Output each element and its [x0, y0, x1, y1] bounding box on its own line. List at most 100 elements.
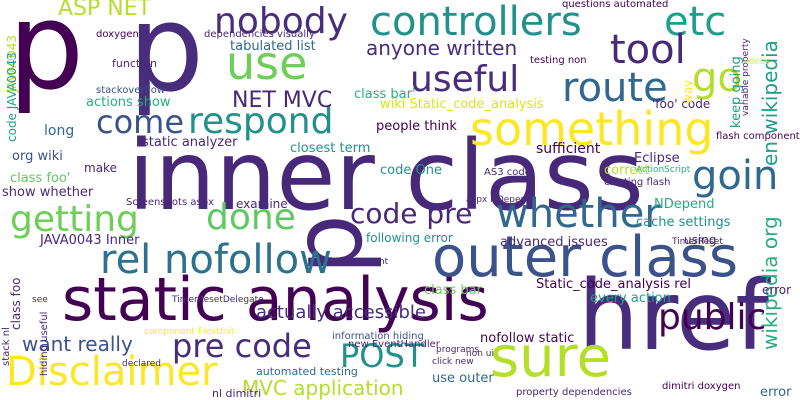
word-outer-class: outer class — [432, 225, 739, 290]
word-code-pre: code pre — [350, 197, 473, 230]
word-correct: correct — [604, 163, 650, 178]
word-sure: sure — [490, 325, 611, 390]
word-nl-dimitri: nl dimitri — [212, 387, 262, 400]
word-as3-code: AS3 code — [484, 167, 531, 178]
word-disclaimer: Disclaimer — [6, 349, 218, 395]
word-way: way — [681, 79, 695, 104]
word-programs: programs — [436, 345, 480, 355]
word-examine: examine — [236, 197, 288, 211]
word-see: see — [32, 295, 48, 305]
word-nobody: nobody — [214, 1, 348, 42]
word-property-dependencies: property dependencies — [516, 387, 632, 398]
word-ideas: ideas — [746, 57, 770, 67]
word-click-new: click new — [432, 357, 474, 367]
word-static-code-analysis-rel: Static_code_analysis rel — [536, 277, 691, 292]
word-mvc-application: MVC application — [242, 376, 404, 400]
word-post: POST — [340, 337, 425, 375]
word-want-really: want really — [22, 332, 133, 356]
word-actions-show: actions show — [86, 95, 171, 110]
word-tabulated-list: tabulated list — [230, 39, 316, 54]
word-code-java0043: code JAVA0043 — [5, 52, 19, 142]
word-declared: declared — [122, 359, 161, 369]
word-component-flexunit: component FlexUnit — [144, 327, 235, 337]
word-net-mvc: NET MVC — [232, 88, 333, 113]
word-timerreset: TimerReset — [672, 237, 723, 247]
word-screenshots-aspx: Screenshots aspx — [126, 197, 214, 208]
word-anyone-written: anyone written — [366, 36, 518, 60]
word-error: error — [762, 283, 792, 297]
word-static-analyzer: static analyzer — [142, 135, 238, 150]
word-flash-component: flash component — [716, 131, 800, 142]
word-existing-flash: existing flash — [604, 177, 671, 188]
word-wiki-static-code-analysis: wiki Static_code_analysis — [380, 97, 544, 112]
word-variable-property: variable property — [741, 38, 751, 116]
word-closest-term: closest term — [290, 141, 371, 156]
word-p-large: p — [8, 0, 85, 117]
word-code-one: code One — [380, 163, 442, 178]
word-cache-settings: cache settings — [636, 215, 731, 230]
word-people-think: people think — [376, 119, 457, 134]
word-done: done — [206, 197, 296, 238]
word-use-outer: use outer — [432, 371, 494, 386]
word-asp-net: ASP NET — [58, 0, 152, 21]
word-stackoverflow: stackoverflow — [96, 85, 166, 96]
word-long: long — [44, 123, 75, 139]
word-come: come — [96, 103, 185, 141]
word-rel-nofollow: rel nofollow — [100, 237, 332, 283]
word-go: go — [692, 55, 742, 101]
word-class-bar-quote: class bar' — [354, 87, 416, 102]
word-stack-nl: stack nl — [1, 327, 12, 366]
word-inner-class: inner class — [128, 120, 644, 232]
word-doxygen: doxygen — [96, 29, 139, 40]
word-tool: tool — [610, 27, 686, 73]
word-automated-testing: automated testing — [256, 365, 358, 378]
word-goin: goin — [692, 153, 779, 199]
word-timerresetdelegate: TimerResetDelegate — [172, 295, 264, 305]
word-whether: whether — [496, 191, 661, 237]
word-nofollow-static: nofollow static — [480, 331, 575, 346]
word-etc: etc — [664, 0, 727, 45]
word-class-foo: class foo — [9, 277, 23, 330]
word-hiding-useful: hiding useful — [39, 311, 50, 376]
word-make: make — [84, 161, 117, 175]
word-respond: respond — [188, 101, 334, 142]
word-aspx-ndepend: aspx NDepend — [466, 195, 532, 205]
word-want: want — [366, 257, 389, 267]
word-getting: getting — [10, 199, 139, 240]
word-pre-code: pre code — [172, 327, 312, 365]
word-function: function — [112, 57, 157, 70]
word-using: using — [684, 233, 717, 247]
word-href: href — [578, 260, 770, 372]
word-use: use — [226, 36, 308, 90]
word-advanced-issues: advanced issues — [500, 235, 608, 250]
word-ndepend: NDepend — [654, 197, 715, 212]
word-org-wiki: org wiki — [12, 149, 63, 164]
word-following-error: following error — [366, 231, 453, 245]
word-testing-non: testing non — [530, 55, 587, 66]
word-actually-accessible: actually accessible — [256, 302, 426, 323]
word-eclipse: Eclipse — [634, 151, 680, 166]
word-sufficient: sufficient — [536, 141, 601, 157]
word-controllers: controllers — [370, 0, 582, 45]
word-static-analysis: static analysis — [62, 265, 489, 335]
word-every-action: every action — [590, 291, 671, 306]
word-public: public — [658, 297, 767, 338]
word-new-eventhandler: new EventHandler — [348, 339, 440, 350]
word-error-2: error — [760, 385, 792, 400]
word-dependencies-visually: dependencies visually — [204, 29, 315, 40]
word-foo-code: 'foo' code — [652, 97, 711, 111]
word-class-foo-quote: class foo' — [10, 171, 71, 186]
word-non-ui: non ui — [466, 349, 494, 359]
word-class-bar: class bar — [424, 283, 482, 298]
word-actionscript: ActionScript — [636, 165, 691, 175]
word-show-whether: show whether — [2, 185, 94, 200]
word-questions-automated: questions automated — [562, 0, 669, 10]
word-java0043-inner: JAVA0043 Inner — [40, 233, 140, 248]
word-dimitri-doxygen: dimitri doxygen — [662, 381, 741, 392]
word-something: something — [470, 102, 714, 156]
word-p-large-2: p — [128, 0, 205, 119]
word-information-hiding: information hiding — [332, 331, 424, 342]
word-useful: useful — [410, 59, 520, 100]
word-route: route — [562, 65, 668, 111]
